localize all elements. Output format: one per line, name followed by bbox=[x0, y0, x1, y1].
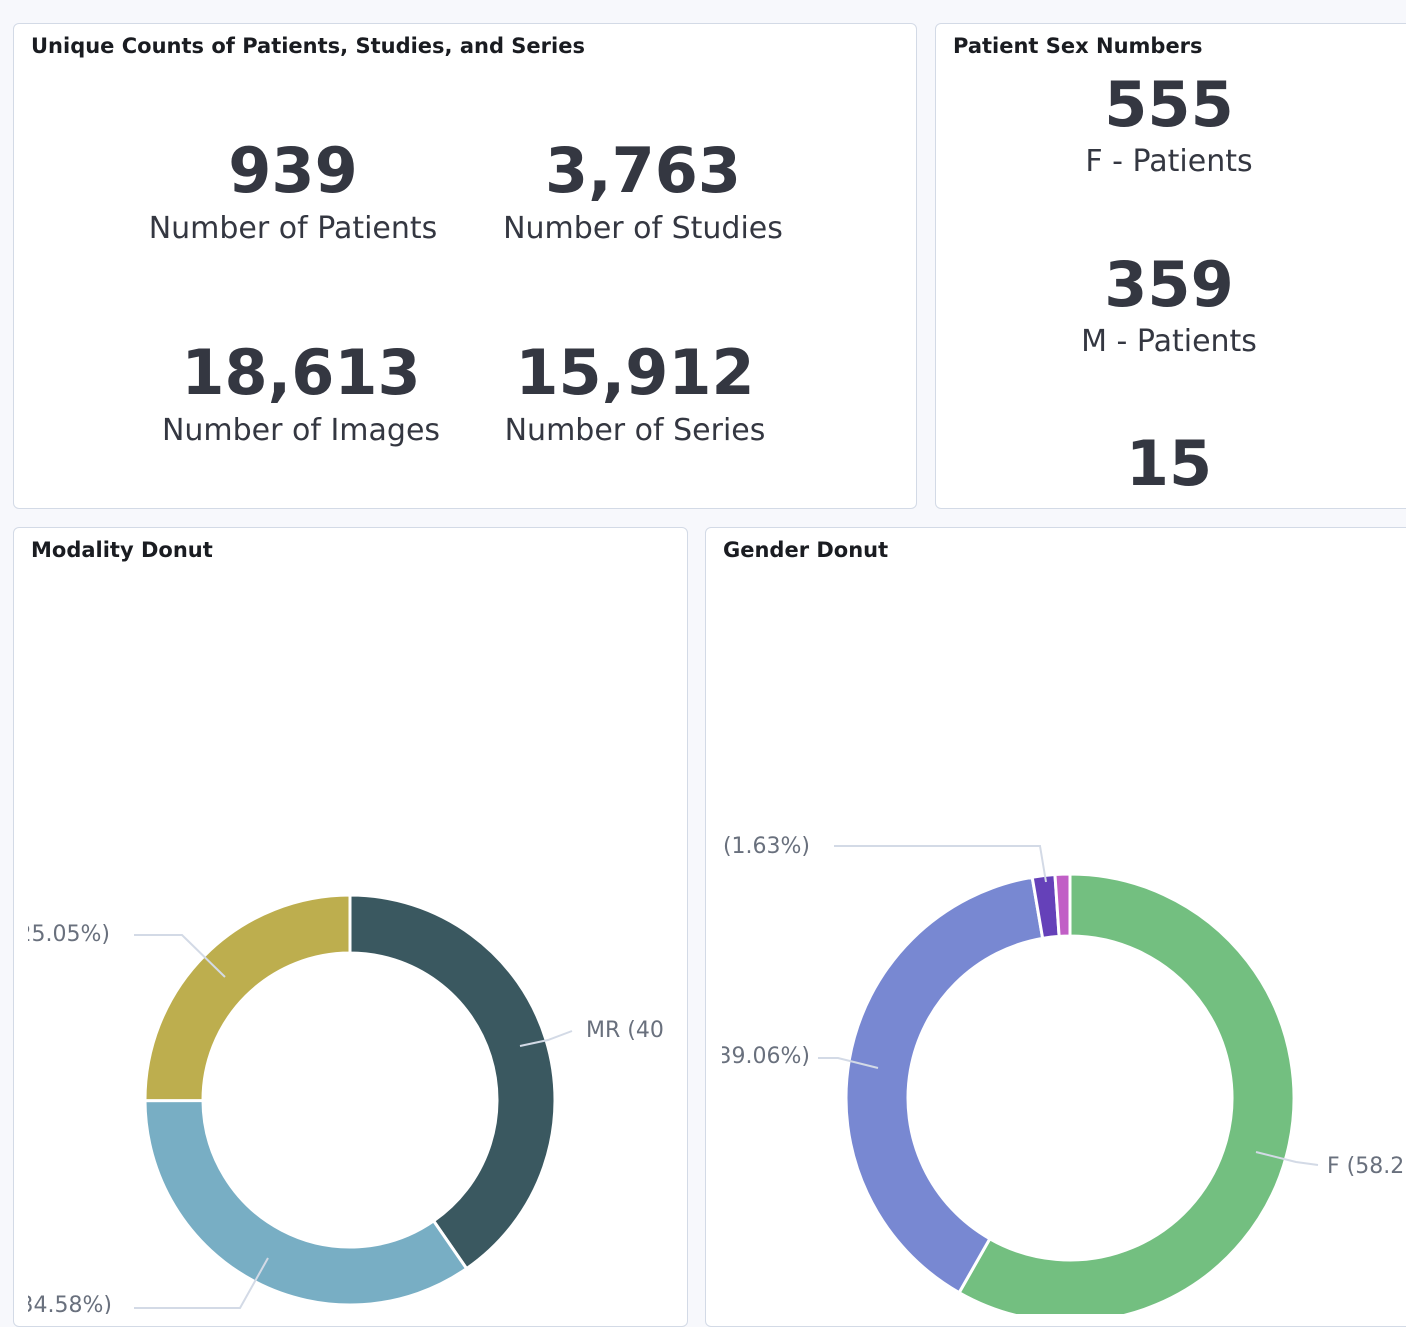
donut-slice bbox=[348, 893, 557, 1271]
slice-label: (1.63%) bbox=[723, 834, 810, 859]
metric-value: 939 bbox=[228, 134, 358, 207]
donut-slice bbox=[1053, 872, 1072, 938]
panel-title: Gender Donut bbox=[723, 538, 889, 562]
metric-value: 18,613 bbox=[181, 336, 421, 409]
donut-slice bbox=[957, 872, 1296, 1314]
metric-label: Number of Series bbox=[504, 413, 766, 448]
leader-line bbox=[834, 845, 1047, 883]
gender-panel: Gender Donut F (58.2 39.06%) (1.63%) bbox=[705, 527, 1406, 1327]
donut-slice bbox=[143, 893, 352, 1103]
panel-title: Modality Donut bbox=[31, 538, 213, 562]
donut-chart: F (58.2 39.06%) (1.63%) bbox=[718, 834, 1404, 1314]
leader-line bbox=[519, 1030, 573, 1047]
slice-label: F (58.2 bbox=[1327, 1154, 1404, 1179]
panel-title: Patient Sex Numbers bbox=[953, 34, 1203, 58]
chart-area: MR (40 34.58%) 25.05%) bbox=[18, 893, 664, 1314]
donut-slice bbox=[143, 1098, 469, 1307]
metric-label: Number of Patients bbox=[148, 211, 438, 246]
donut-slice bbox=[844, 875, 1045, 1295]
counts-panel: Unique Counts of Patients, Studies, and … bbox=[13, 23, 917, 509]
leader-line bbox=[134, 1257, 269, 1309]
slice-label: 39.06%) bbox=[718, 1044, 810, 1069]
leader-line bbox=[818, 1057, 879, 1069]
leader-line bbox=[1255, 1151, 1319, 1166]
metric-value: 15,912 bbox=[515, 336, 755, 409]
metric-label: Number of Studies bbox=[503, 211, 783, 246]
metric-label: Number of Images bbox=[161, 413, 441, 448]
leader-line bbox=[134, 934, 226, 978]
metric-value: 555 bbox=[1104, 68, 1234, 141]
metric-value: 3,763 bbox=[544, 134, 742, 207]
slice-label: MR (40 bbox=[586, 1018, 664, 1043]
metric-label: M - Patients bbox=[1081, 324, 1257, 359]
sex-panel: Patient Sex Numbers 555 F - Patients 359… bbox=[935, 23, 1406, 509]
panel-title: Unique Counts of Patients, Studies, and … bbox=[31, 34, 585, 58]
chart-area: F (58.2 39.06%) (1.63%) bbox=[718, 834, 1404, 1314]
metric-value: 15 bbox=[1125, 427, 1213, 500]
metric-label: F - Patients bbox=[1085, 144, 1253, 179]
slice-label: 34.58%) bbox=[20, 1293, 112, 1314]
donut-chart: MR (40 34.58%) 25.05%) bbox=[18, 893, 664, 1314]
slice-label: 25.05%) bbox=[18, 922, 110, 947]
modality-panel: Modality Donut MR (40 34.58%) 25.05%) bbox=[13, 527, 688, 1327]
metric-value: 359 bbox=[1104, 248, 1234, 321]
